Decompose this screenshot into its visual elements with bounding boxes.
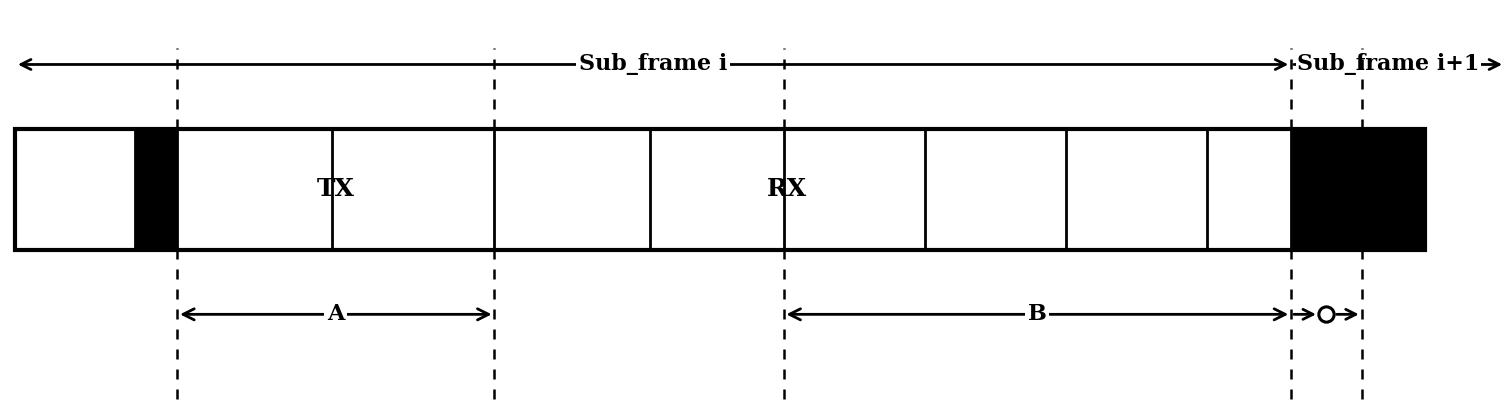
Bar	[1291, 129, 1425, 250]
Bar	[134, 129, 178, 250]
Text: TX: TX	[317, 177, 354, 202]
Text: Sub_frame i+1: Sub_frame i+1	[1297, 54, 1479, 75]
Bar	[15, 129, 1425, 250]
Text: B: B	[1028, 303, 1047, 325]
Text: Sub_frame i: Sub_frame i	[579, 54, 727, 75]
Text: RX: RX	[768, 177, 807, 202]
Text: A: A	[327, 303, 344, 325]
